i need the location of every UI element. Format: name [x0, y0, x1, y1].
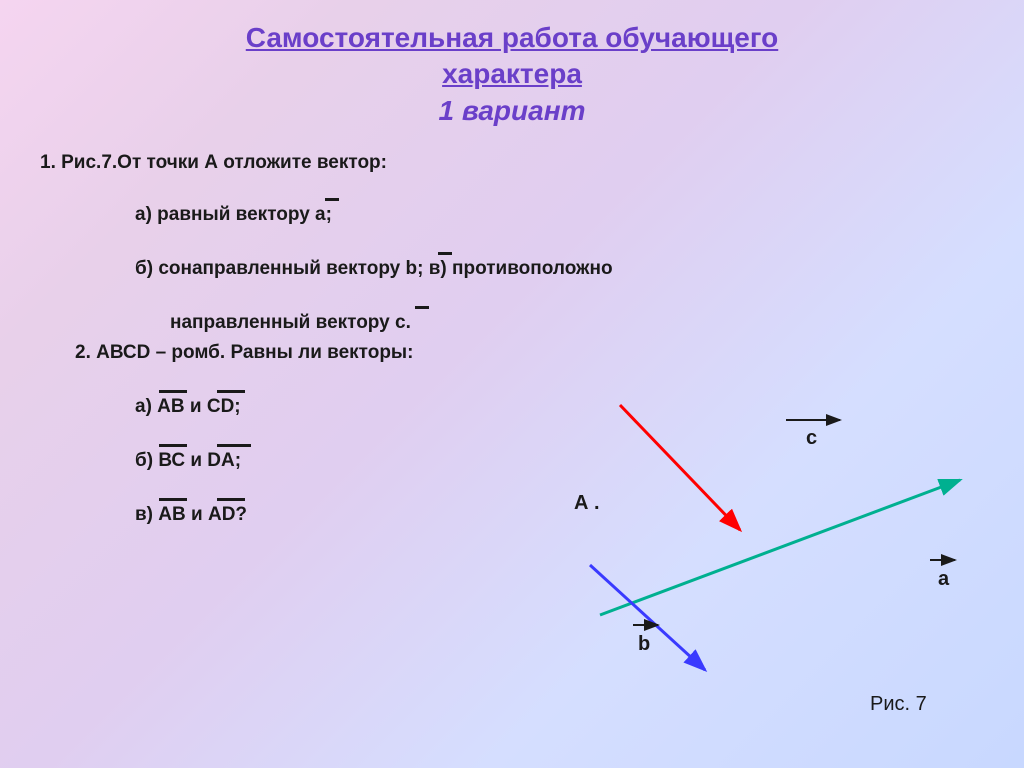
bar-ab2 — [159, 498, 187, 501]
q2-a: а) АВ и СD; — [40, 396, 984, 418]
bar-cd — [217, 390, 245, 393]
content: 1. Рис.7.От точки А отложите вектор: а) … — [0, 127, 1024, 526]
title-block: Самостоятельная работа обучающего характ… — [0, 0, 1024, 127]
bar-da — [217, 444, 251, 447]
label-pointA: А . — [574, 492, 600, 515]
subtitle: 1 вариант — [0, 95, 1024, 127]
bar-ab1 — [159, 390, 187, 393]
q1-a: а) равный вектору a; — [40, 204, 984, 226]
bar-c — [415, 306, 429, 309]
q1-c: направленный вектору с. — [40, 312, 984, 334]
label-a: а — [938, 568, 949, 591]
label-fig: Рис. 7 — [870, 693, 927, 716]
label-c: с — [806, 427, 817, 450]
bar-bc — [159, 444, 187, 447]
title-line1: Самостоятельная работа обучающего — [0, 20, 1024, 56]
bar-a — [325, 198, 339, 201]
q2-c: в) АВ и АD? — [40, 504, 984, 526]
bar-b — [438, 252, 452, 255]
q2-b: б) ВС и DА; — [40, 450, 984, 472]
q2-prompt: 2. АВСD – ромб. Равны ли векторы: — [40, 342, 984, 364]
bar-ad — [217, 498, 245, 501]
title-line2: характера — [0, 56, 1024, 92]
q1-b: б) сонаправленный вектору b; в) противоп… — [40, 258, 984, 280]
label-b: b — [638, 633, 650, 656]
q1-prompt: 1. Рис.7.От точки А отложите вектор: — [40, 152, 984, 174]
